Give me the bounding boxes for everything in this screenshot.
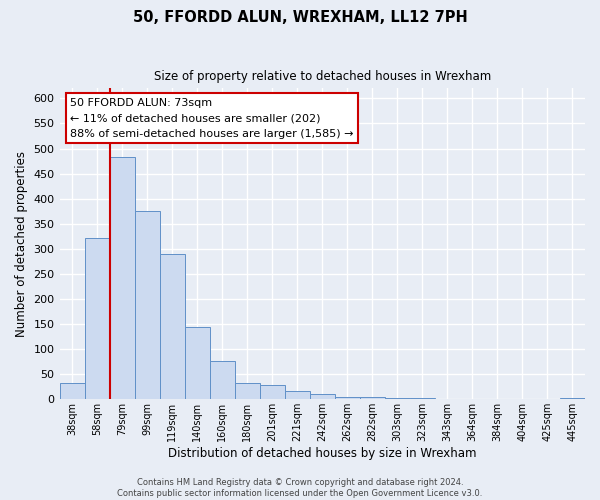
Title: Size of property relative to detached houses in Wrexham: Size of property relative to detached ho… [154, 70, 491, 83]
Text: 50, FFORDD ALUN, WREXHAM, LL12 7PH: 50, FFORDD ALUN, WREXHAM, LL12 7PH [133, 10, 467, 25]
Bar [160, 254, 185, 400]
X-axis label: Distribution of detached houses by size in Wrexham: Distribution of detached houses by size … [168, 447, 476, 460]
Bar [185, 326, 209, 400]
Text: 50 FFORDD ALUN: 73sqm
← 11% of detached houses are smaller (202)
88% of semi-det: 50 FFORDD ALUN: 73sqm ← 11% of detached … [70, 98, 353, 139]
Bar [410, 398, 435, 400]
Text: Contains HM Land Registry data © Crown copyright and database right 2024.
Contai: Contains HM Land Registry data © Crown c… [118, 478, 482, 498]
Bar [235, 383, 260, 400]
Bar [435, 399, 460, 400]
Bar [260, 384, 285, 400]
Y-axis label: Number of detached properties: Number of detached properties [15, 151, 28, 337]
Bar [335, 397, 360, 400]
Bar [59, 383, 85, 400]
Bar [385, 398, 410, 400]
Bar [285, 392, 310, 400]
Bar [110, 157, 134, 400]
Bar [310, 394, 335, 400]
Bar [560, 398, 585, 400]
Bar [85, 238, 110, 400]
Bar [485, 399, 510, 400]
Bar [360, 398, 385, 400]
Bar [134, 211, 160, 400]
Bar [209, 361, 235, 400]
